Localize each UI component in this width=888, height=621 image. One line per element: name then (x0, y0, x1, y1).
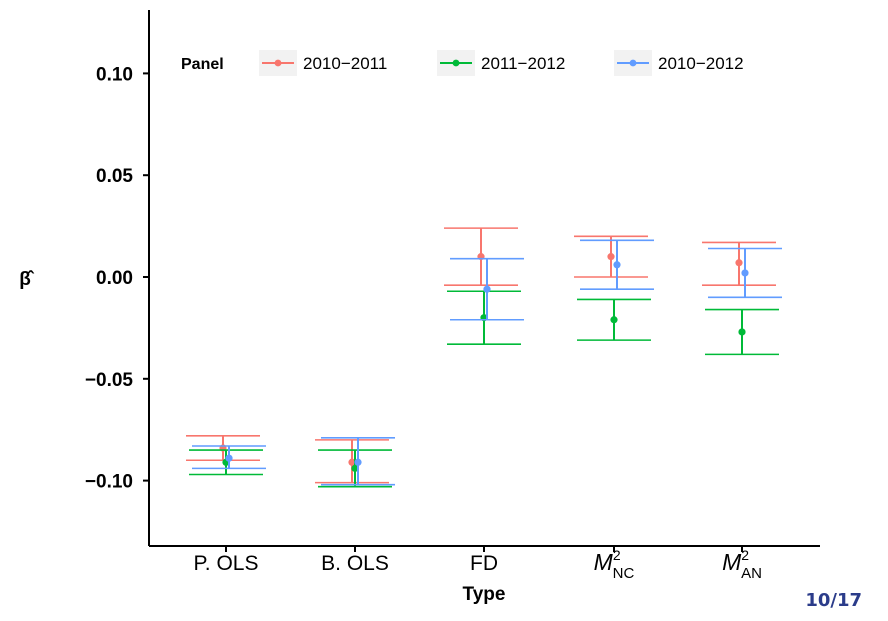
y-tick-label: −0.05 (85, 370, 134, 391)
estimate-point (351, 464, 359, 472)
estimate-point (354, 458, 362, 466)
x-tick-label: FD (470, 552, 498, 575)
legend-key-point (274, 59, 282, 67)
x-axis-title: Type (463, 584, 506, 605)
x-tick-label: M2 AN (722, 547, 762, 582)
page-number: 10/17 (805, 590, 862, 611)
x-tick-label: B. OLS (321, 552, 389, 575)
x-tick-label: M2 NC (594, 547, 635, 582)
legend-key-point (629, 59, 637, 67)
y-axis-title: β̂ (19, 269, 35, 290)
legend: Panel 2010−2011 2011−2012 2010−2012 (181, 50, 744, 76)
error-bar-marks (186, 227, 782, 488)
x-tick-label: P. OLS (194, 552, 259, 575)
estimate-point (741, 269, 749, 277)
axes: 0.10 0.05 0.00 −0.05 −0.10 P. OLS B. OLS FD M2 NC… (19, 10, 820, 605)
estimate-point (735, 259, 743, 267)
estimate-point (348, 458, 356, 466)
legend-key-point (452, 59, 460, 67)
y-tick-label: 0.00 (96, 268, 133, 289)
estimate-point (610, 316, 618, 324)
estimate-point (225, 454, 233, 462)
estimate-point (613, 261, 621, 269)
estimate-point (607, 253, 615, 261)
legend-title: Panel (181, 56, 224, 73)
legend-label: 2010−2012 (658, 54, 744, 73)
estimate-point (483, 285, 491, 293)
y-tick-label: −0.10 (85, 472, 133, 493)
y-tick-label: 0.10 (96, 64, 133, 85)
estimate-point (738, 328, 746, 336)
y-tick-label: 0.05 (96, 166, 133, 187)
legend-label: 2010−2011 (303, 54, 387, 73)
legend-label: 2011−2012 (481, 54, 565, 73)
